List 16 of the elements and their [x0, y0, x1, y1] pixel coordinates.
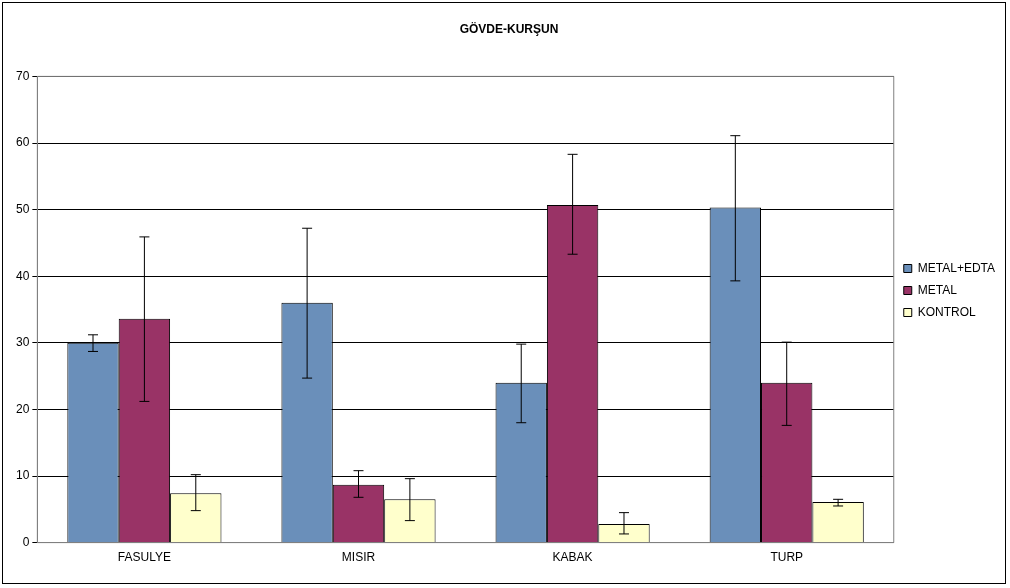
y-tick-label: 0	[22, 534, 30, 549]
legend-label: KONTROL	[917, 304, 977, 319]
y-tick-label: 70	[15, 68, 30, 83]
y-tick-label: 10	[15, 468, 30, 483]
x-tick-label: TURP	[770, 550, 804, 565]
y-tick-label: 20	[15, 401, 30, 416]
y-tick-label: 40	[15, 268, 30, 283]
y-tick-label: 60	[15, 135, 30, 150]
x-tick-label: KABAK	[552, 550, 593, 565]
x-tick-label: FASULYE	[117, 550, 171, 565]
legend-label: METAL	[917, 282, 958, 297]
legend-label: METAL+EDTA	[917, 260, 996, 275]
y-tick-label: 30	[15, 335, 30, 350]
x-tick-label: MISIR	[341, 550, 376, 565]
chart-title: GÖVDE-KURŞUN	[459, 20, 559, 36]
y-tick-label: 50	[15, 201, 30, 216]
